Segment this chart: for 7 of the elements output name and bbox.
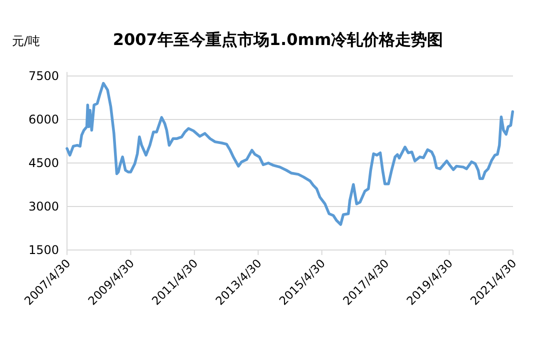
y-tick-label: 6000: [28, 112, 59, 126]
y-tick-label: 3000: [28, 200, 59, 214]
chart-title: 2007年至今重点市场1.0mm冷轧价格走势图: [112, 30, 444, 49]
y-tick-label: 1500: [28, 243, 59, 257]
y-tick-label: 7500: [28, 69, 59, 83]
y-axis-title: 元/吨: [12, 34, 40, 48]
y-tick-label: 4500: [28, 156, 59, 170]
